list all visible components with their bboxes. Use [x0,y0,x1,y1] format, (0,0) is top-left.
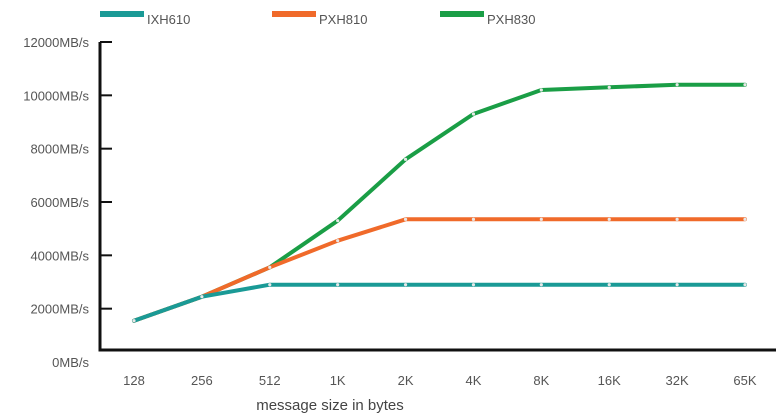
data-point-pxh830 [336,219,340,223]
x-tick-label: 16K [598,373,621,388]
data-point-pxh810 [336,239,340,243]
x-tick-label: 65K [733,373,756,388]
y-tick-label: 2000MB/s [30,302,89,317]
data-point-pxh830 [471,112,476,116]
series-line-pxh810 [132,217,747,323]
legend: IXH610 PXH810 PXH830 [100,11,535,27]
legend-swatch [440,11,484,17]
data-point-ixh610 [471,283,476,287]
x-axis-ticks: 128 256 512 1K 2K 4K 8K 16K 32K 65K [123,373,757,388]
legend-swatch [100,11,144,17]
y-tick-label: 4000MB/s [30,248,89,263]
data-point-ixh610 [268,283,272,287]
y-tick-label: 10000MB/s [23,88,89,103]
y-tick-label: 0MB/s [52,355,89,370]
data-point-pxh830 [675,83,679,87]
y-tick-label: 6000MB/s [30,195,89,210]
data-point-pxh810 [743,217,747,221]
legend-label: PXH830 [487,12,535,27]
data-point-pxh810 [539,217,543,221]
data-point-pxh830 [743,83,747,87]
x-tick-label: 256 [191,373,213,388]
series-group [132,82,747,323]
data-point-pxh810 [268,265,272,269]
x-tick-label: 512 [259,373,281,388]
data-point-pxh830 [403,157,408,161]
data-point-ixh610 [403,283,408,287]
x-axis-label: message size in bytes [256,397,404,414]
legend-label: IXH610 [147,12,190,27]
data-point-ixh610 [675,283,679,287]
x-tick-label: 32K [666,373,689,388]
legend-swatch [272,11,316,17]
data-point-ixh610 [607,283,611,287]
data-point-ixh610 [200,295,204,299]
data-point-ixh610 [539,283,543,287]
x-tick-label: 1K [330,373,346,388]
y-axis-ticks: 0MB/s 2000MB/s 4000MB/s 6000MB/s 8000MB/s 100… [23,35,112,370]
y-tick-label: 12000MB/s [23,35,89,50]
x-tick-label: 4K [465,373,481,388]
data-point-pxh810 [607,217,611,221]
y-tick-label: 8000MB/s [30,142,89,157]
x-tick-label: 2K [398,373,414,388]
data-point-pxh830 [539,88,543,92]
series-line-ixh610 [132,282,747,323]
legend-label: PXH810 [319,12,367,27]
data-point-ixh610 [336,283,340,287]
data-point-pxh830 [607,85,611,89]
data-point-ixh610 [132,319,136,323]
data-point-pxh810 [403,217,408,221]
data-point-ixh610 [743,283,747,287]
data-point-pxh810 [471,217,476,221]
x-tick-label: 8K [533,373,549,388]
data-point-pxh810 [675,217,679,221]
x-tick-label: 128 [123,373,145,388]
